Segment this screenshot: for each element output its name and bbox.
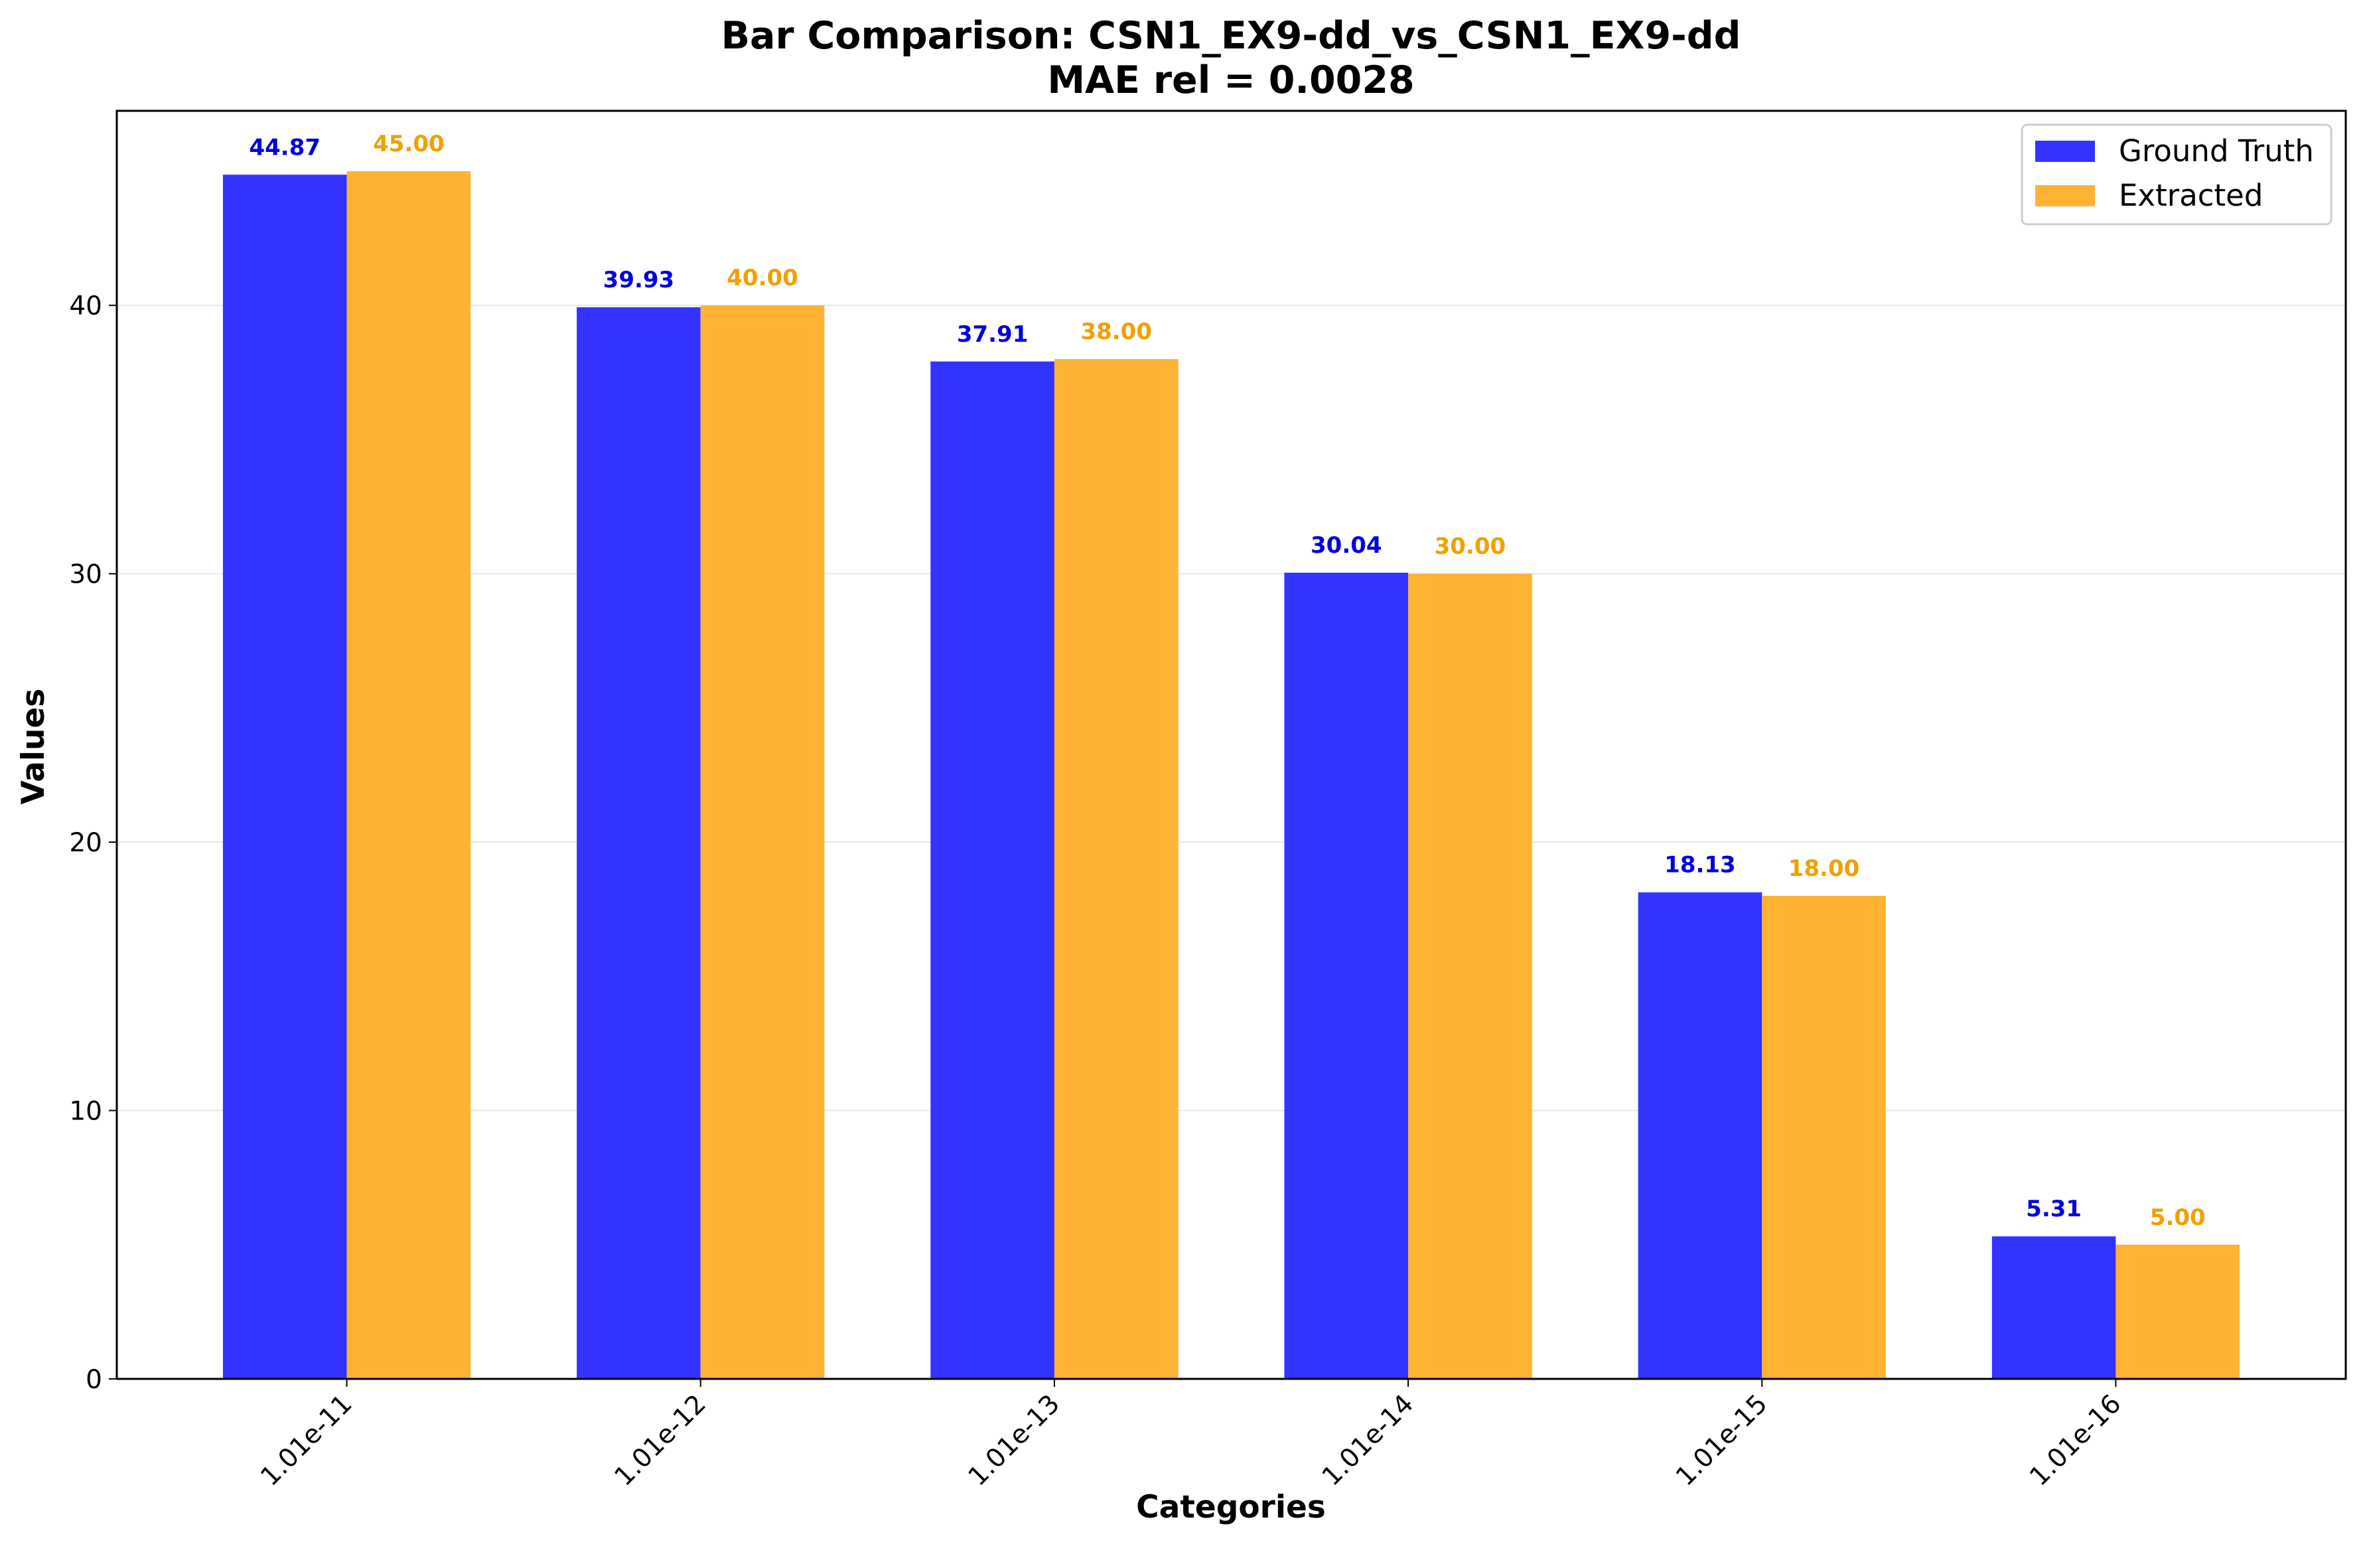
- x-axis-label: Categories: [1136, 1489, 1326, 1526]
- bar-ground-truth: [1991, 1236, 2116, 1379]
- y-tick-label: 20: [69, 828, 102, 858]
- y-tick-label: 0: [86, 1365, 102, 1395]
- bar-extracted: [1408, 573, 1532, 1379]
- bar-ground-truth: [930, 361, 1054, 1379]
- bar-value-label: 5.31: [2026, 1196, 2082, 1222]
- bar-ground-truth: [222, 175, 347, 1379]
- y-tick-label: 40: [69, 291, 102, 321]
- bar-value-label: 18.13: [1664, 852, 1736, 879]
- bar-value-label: 44.87: [249, 134, 321, 161]
- legend-swatch-ground-truth: [2035, 141, 2095, 162]
- bar-extracted: [700, 305, 825, 1380]
- chart-subtitle: MAE rel = 0.0028: [1047, 58, 1414, 102]
- bar-ground-truth: [1638, 892, 1762, 1379]
- bar-value-label: 5.00: [2150, 1204, 2206, 1231]
- value-labels: 44.87 45.00 39.93 40.00 37.91 38.00 30.04 30.00…: [249, 131, 2205, 1231]
- bar-extracted: [346, 171, 471, 1379]
- bar-ground-truth: [577, 307, 701, 1379]
- bar-extracted: [1762, 896, 1886, 1379]
- y-axis-label: Values: [15, 689, 52, 805]
- bar-value-label: 38.00: [1080, 319, 1152, 345]
- y-axis-ticks: 0 10 20 30 40: [69, 291, 117, 1395]
- plot-frame: [115, 109, 2347, 1380]
- bar-value-label: 39.93: [603, 267, 675, 293]
- gridlines: [117, 305, 2346, 1111]
- bar-value-label: 18.00: [1788, 855, 1860, 882]
- legend-box: [2021, 123, 2332, 226]
- legend-label-ground-truth: Ground Truth: [2119, 133, 2314, 169]
- y-tick-label: 10: [69, 1097, 102, 1127]
- chart-title: Bar Comparison: CSN1_EX9-dd_vs_CSN1_EX9-…: [721, 14, 1741, 58]
- bar-value-label: 45.00: [373, 131, 445, 157]
- y-tick-label: 30: [69, 560, 102, 590]
- bar-extracted: [2115, 1244, 2240, 1379]
- bar-extracted: [1054, 359, 1179, 1379]
- legend-swatch-extracted: [2035, 185, 2095, 206]
- bar-value-label: 30.04: [1311, 532, 1382, 559]
- bars: [222, 171, 2240, 1380]
- bar-value-label: 40.00: [727, 265, 798, 291]
- legend-label-extracted: Extracted: [2119, 178, 2263, 213]
- bar-ground-truth: [1284, 573, 1409, 1380]
- bar-value-label: 37.91: [957, 321, 1029, 348]
- bar-value-label: 30.00: [1435, 534, 1506, 560]
- legend: Ground Truth Extracted: [2021, 123, 2332, 226]
